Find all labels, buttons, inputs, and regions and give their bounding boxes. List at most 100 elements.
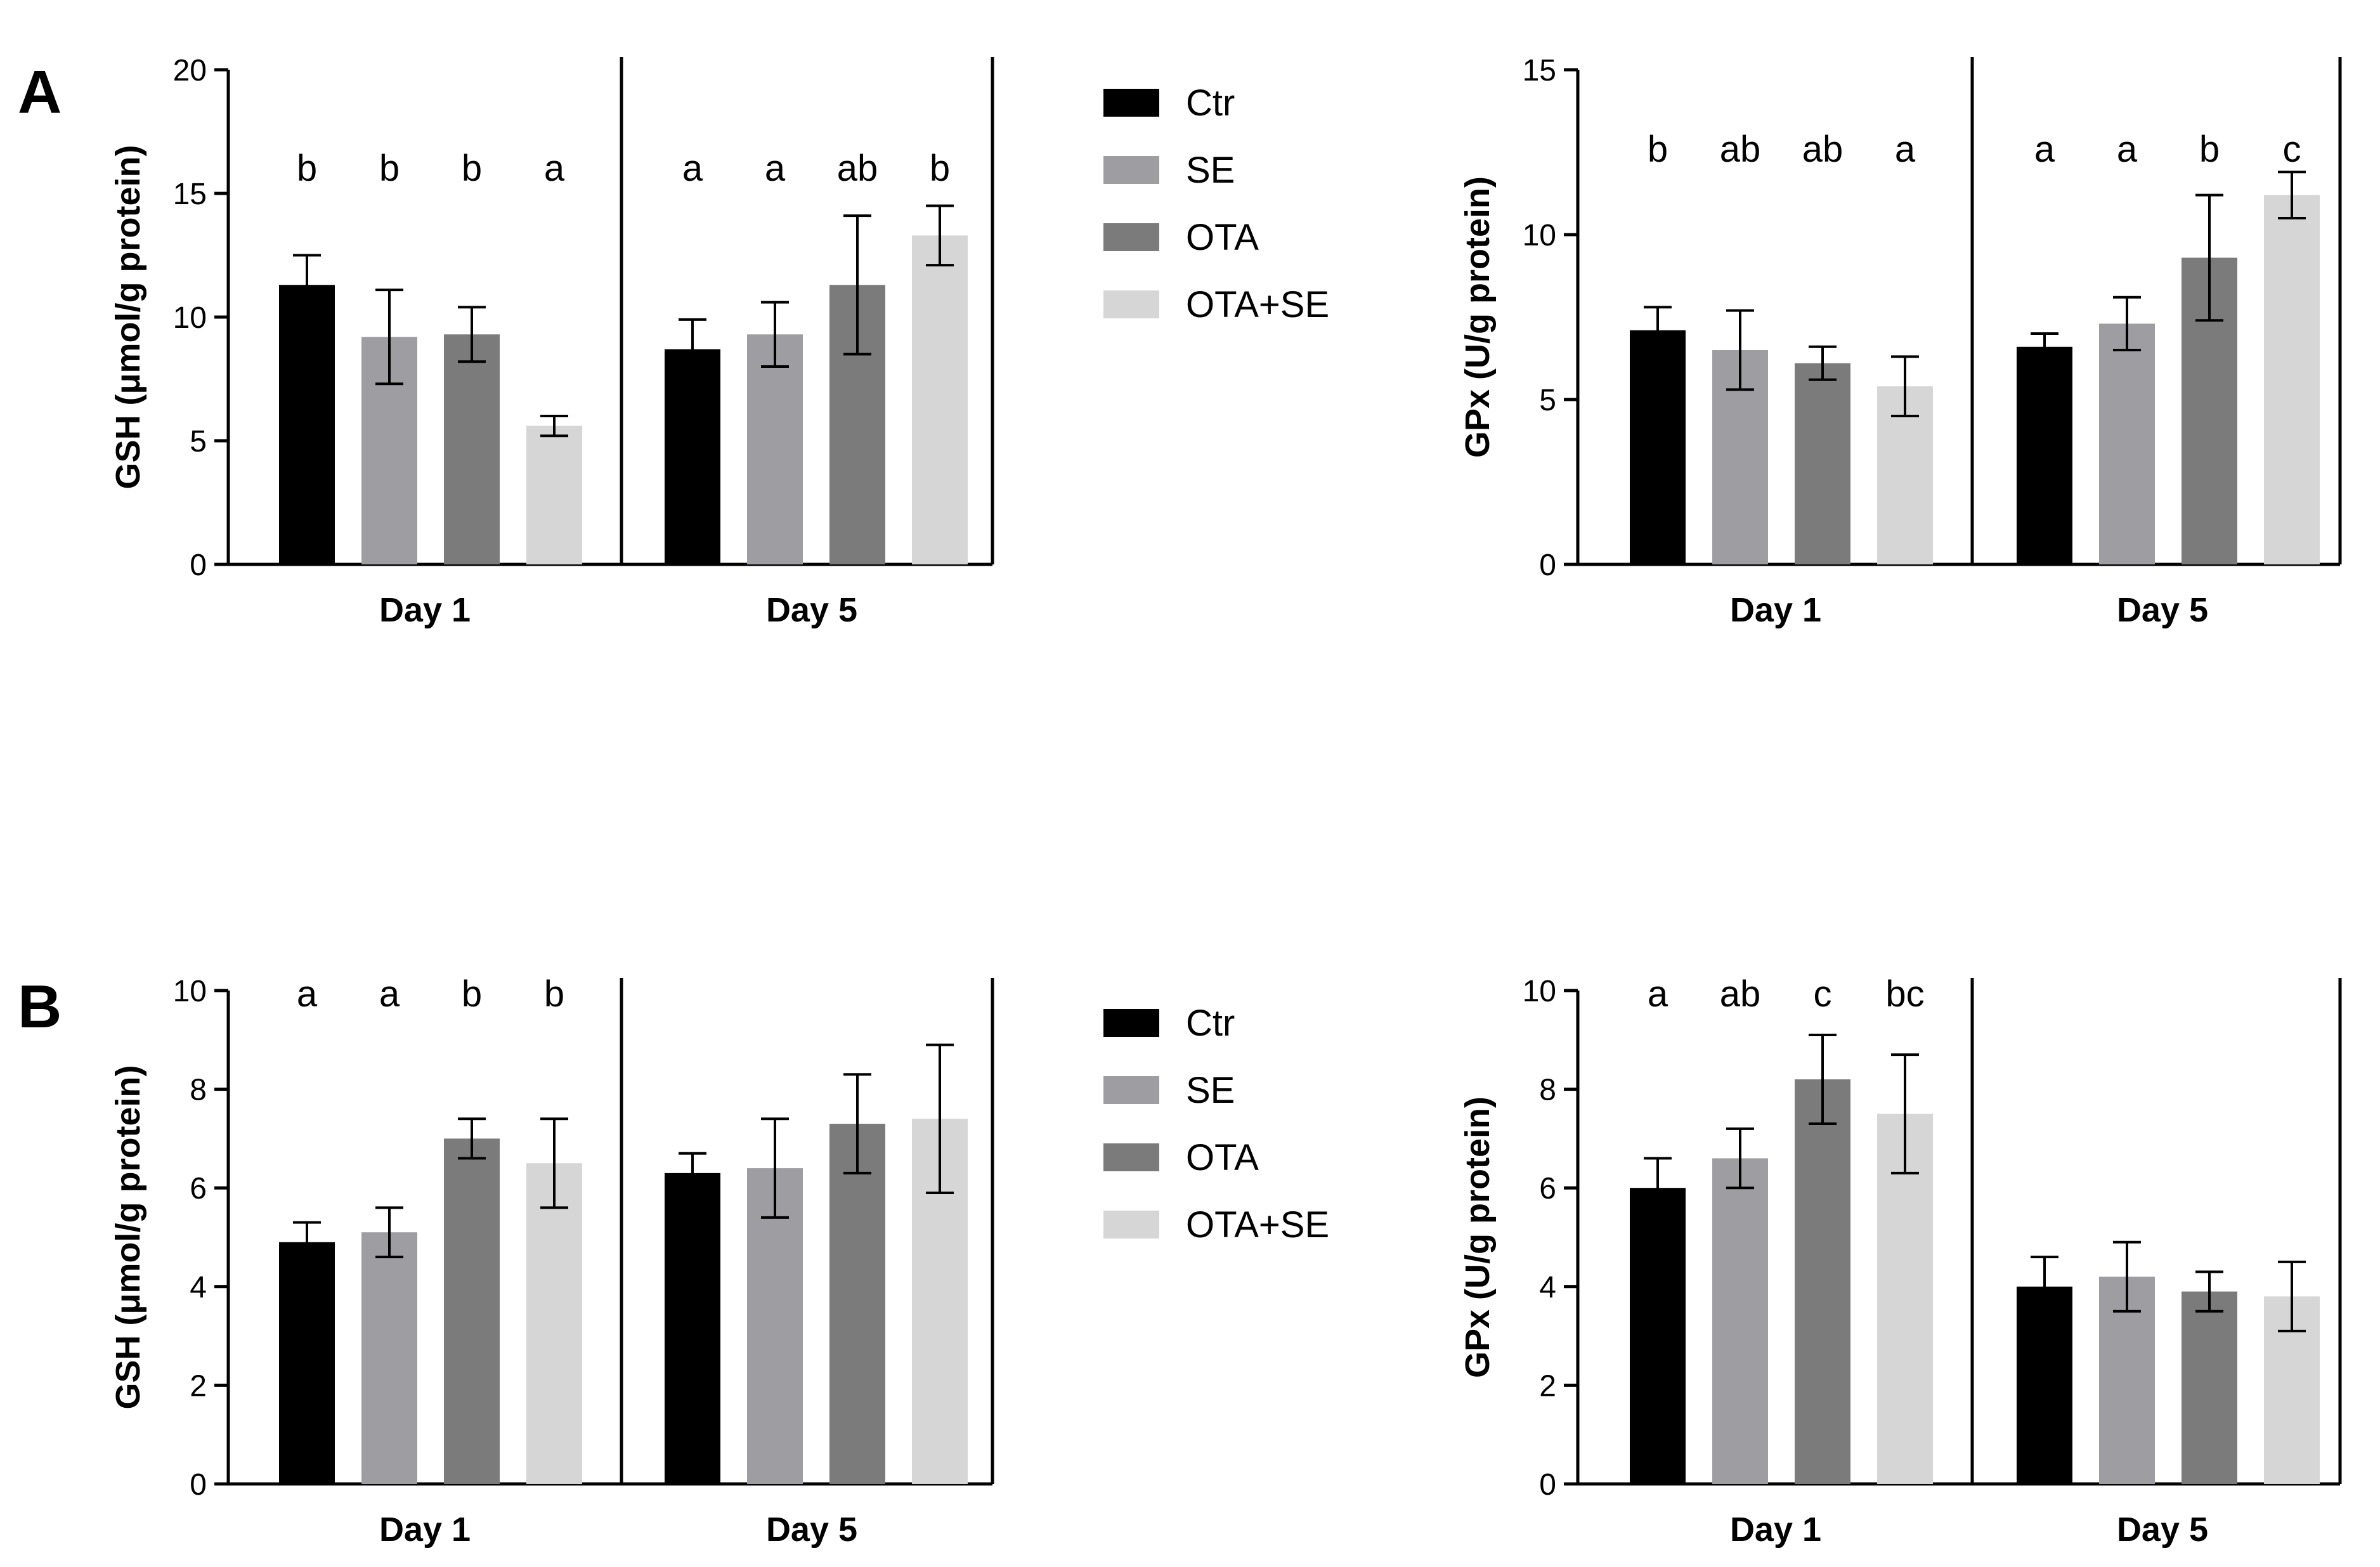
- y-tick-label: 10: [173, 975, 207, 1008]
- legend-swatch: [1103, 290, 1159, 318]
- x-group-label: Day 5: [2117, 591, 2208, 629]
- x-group-label: Day 5: [2117, 1511, 2208, 1549]
- significance-letter: b: [2199, 129, 2220, 170]
- legend-swatch: [1103, 89, 1159, 117]
- significance-letter: a: [2034, 129, 2055, 170]
- significance-letter: ab: [1720, 129, 1761, 170]
- y-tick-label: 20: [173, 54, 207, 88]
- significance-letter: ab: [1802, 129, 1844, 170]
- bar: [2017, 346, 2072, 564]
- y-tick-label: 0: [1539, 1468, 1556, 1502]
- legend-swatch: [1103, 1076, 1159, 1104]
- y-tick-label: 6: [1539, 1172, 1556, 1206]
- y-tick-label: 8: [1539, 1074, 1556, 1107]
- legend-swatch: [1103, 1143, 1159, 1171]
- legend-swatch: [1103, 156, 1159, 184]
- y-tick-label: 0: [190, 1468, 207, 1502]
- bar: [747, 1168, 803, 1484]
- y-axis-title: GPx (U/g protein): [1459, 1096, 1497, 1378]
- legend-swatch: [1103, 1211, 1159, 1239]
- y-tick-label: 10: [1523, 975, 1556, 1008]
- x-group-label: Day 1: [1730, 591, 1821, 629]
- significance-letter: ab: [1720, 973, 1761, 1015]
- bar: [444, 1138, 500, 1484]
- significance-letter: b: [462, 973, 482, 1015]
- significance-letter: a: [2117, 129, 2138, 170]
- legend-label: SE: [1186, 150, 1235, 191]
- legend-label: SE: [1186, 1070, 1235, 1111]
- significance-letter: b: [930, 148, 950, 189]
- bar: [526, 1163, 582, 1484]
- bar: [279, 1242, 335, 1484]
- y-axis-title: GPx (U/g protein): [1459, 176, 1497, 458]
- bar: [1630, 330, 1686, 564]
- y-tick-label: 5: [190, 425, 207, 458]
- y-tick-label: 15: [1523, 54, 1556, 88]
- y-tick-label: 0: [1539, 549, 1556, 582]
- y-tick-label: 5: [1539, 384, 1556, 417]
- significance-letter: c: [1814, 973, 1832, 1015]
- bar: [1795, 363, 1850, 564]
- significance-letter: ab: [837, 148, 878, 189]
- x-group-label: Day 1: [1730, 1511, 1821, 1549]
- significance-letter: bc: [1885, 973, 1924, 1015]
- chart-b-gpx: 0 2 4 6 8 10 GPx (U/g protein) Day 1 a ab c bc Day 5: [1459, 973, 2342, 1549]
- x-group-label: Day 5: [766, 591, 857, 629]
- legend-label: Ctr: [1186, 1003, 1235, 1044]
- y-tick-label: 15: [173, 178, 207, 211]
- panel-label-a: A: [18, 58, 62, 126]
- legend-label: OTA: [1186, 217, 1259, 258]
- bar: [2182, 1291, 2237, 1484]
- panel-label-b: B: [18, 973, 62, 1041]
- significance-letter: a: [682, 148, 703, 189]
- bar: [1712, 1158, 1768, 1484]
- x-group-label: Day 1: [379, 591, 471, 629]
- legend-label: OTA+SE: [1186, 284, 1329, 325]
- y-tick-label: 10: [173, 301, 207, 335]
- significance-letter: a: [1895, 129, 1916, 170]
- significance-letter: b: [544, 973, 564, 1015]
- y-tick-label: 4: [190, 1271, 207, 1304]
- significance-letter: b: [379, 148, 400, 189]
- significance-letter: b: [297, 148, 317, 189]
- bar: [279, 285, 335, 564]
- bar: [1630, 1188, 1686, 1484]
- bar: [1795, 1079, 1850, 1484]
- bar: [444, 334, 500, 564]
- legend-label: OTA+SE: [1186, 1204, 1329, 1245]
- legend-swatch: [1103, 223, 1159, 251]
- legend-label: Ctr: [1186, 82, 1235, 124]
- legend-label: OTA: [1186, 1137, 1259, 1178]
- y-tick-label: 4: [1539, 1271, 1556, 1304]
- significance-letter: a: [297, 973, 318, 1015]
- significance-letter: a: [765, 148, 786, 189]
- bar: [1877, 1114, 1933, 1484]
- significance-letter: b: [1648, 129, 1668, 170]
- bar: [829, 1124, 885, 1484]
- significance-letter: a: [379, 973, 400, 1015]
- bar: [747, 334, 803, 564]
- y-tick-label: 2: [1539, 1369, 1556, 1403]
- y-tick-label: 8: [190, 1074, 207, 1107]
- legend-a: Ctr SE OTA OTA+SE: [1103, 82, 1329, 325]
- y-axis-title: GSH (μmol/g protein): [109, 145, 147, 489]
- chart-b-gsh: 0 2 4 6 8 10 GSH (μmol/g protein) Day 1 a a b b Day …: [109, 973, 994, 1549]
- legend-b: Ctr SE OTA OTA+SE: [1103, 1003, 1329, 1245]
- x-group-label: Day 1: [379, 1511, 471, 1549]
- y-tick-label: 10: [1523, 219, 1556, 252]
- bar: [912, 235, 968, 564]
- bar: [2017, 1286, 2072, 1484]
- y-tick-label: 0: [190, 549, 207, 582]
- y-tick-label: 6: [190, 1172, 207, 1206]
- bar: [665, 349, 720, 564]
- x-group-label: Day 5: [766, 1511, 857, 1549]
- significance-letter: b: [462, 148, 482, 189]
- bar: [526, 426, 582, 564]
- y-tick-label: 2: [190, 1369, 207, 1403]
- y-axis-title: GSH (μmol/g protein): [109, 1065, 147, 1409]
- legend-swatch: [1103, 1009, 1159, 1037]
- significance-letter: a: [544, 148, 565, 189]
- bar: [361, 1232, 417, 1484]
